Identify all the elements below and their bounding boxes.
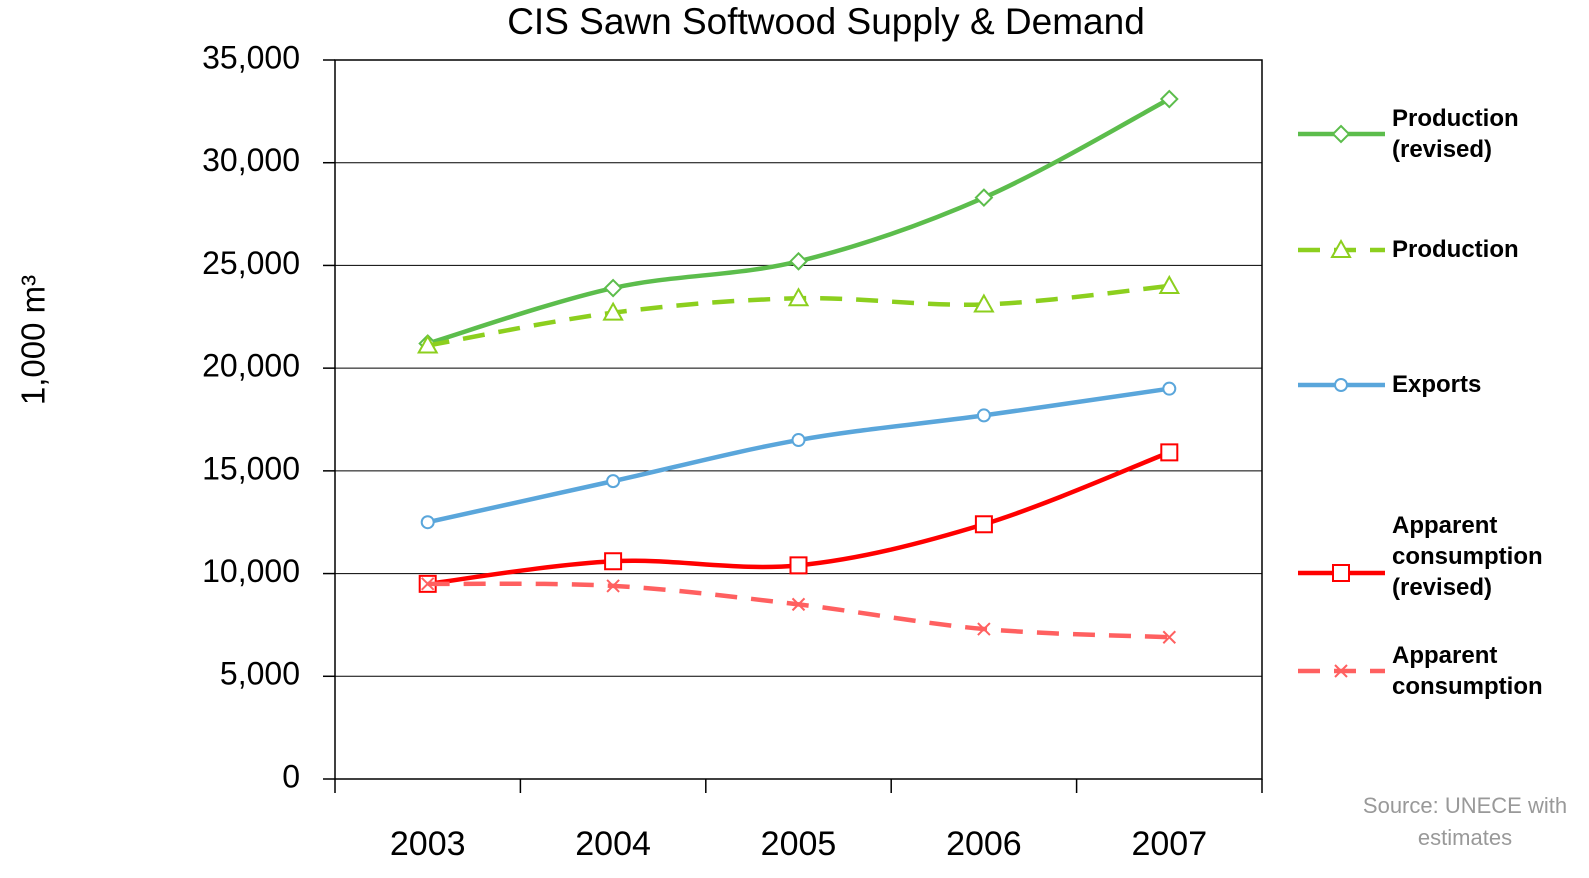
series-line bbox=[427, 97, 1171, 346]
marker bbox=[1160, 443, 1179, 462]
marker bbox=[1330, 238, 1352, 258]
marker bbox=[602, 301, 624, 321]
series-line bbox=[427, 581, 1170, 640]
marker bbox=[974, 188, 994, 208]
marker bbox=[974, 515, 993, 534]
marker bbox=[787, 287, 810, 307]
marker bbox=[1158, 274, 1181, 294]
y-tick-label: 10,000 bbox=[202, 553, 300, 589]
marker bbox=[977, 622, 991, 636]
marker bbox=[1334, 664, 1348, 678]
chart-title: CIS Sawn Softwood Supply & Demand bbox=[507, 1, 1145, 42]
legend-label: Apparent consumption bbox=[1392, 642, 1543, 700]
legend-label: Apparent consumption (revised) bbox=[1392, 512, 1543, 601]
legend-label: Exports bbox=[1392, 371, 1482, 398]
marker bbox=[606, 474, 621, 489]
legend-label: Production (revised) bbox=[1392, 105, 1519, 163]
marker bbox=[1334, 378, 1348, 392]
x-tick-label: 2004 bbox=[575, 825, 651, 863]
x-tick-label: 2003 bbox=[390, 825, 466, 863]
x-tick-label: 2007 bbox=[1131, 825, 1207, 863]
marker bbox=[976, 408, 991, 423]
y-tick-label: 15,000 bbox=[202, 450, 300, 486]
y-tick-label: 5,000 bbox=[220, 656, 300, 692]
y-tick-label: 30,000 bbox=[202, 142, 300, 178]
marker bbox=[789, 556, 808, 575]
source-note: Source: UNECE with estimates bbox=[1362, 793, 1568, 850]
marker bbox=[791, 433, 806, 448]
marker bbox=[604, 552, 623, 571]
x-tick-label: 2006 bbox=[946, 825, 1022, 863]
series-line bbox=[427, 386, 1170, 525]
marker bbox=[606, 579, 620, 593]
y-tick-label: 25,000 bbox=[202, 245, 300, 281]
marker bbox=[1159, 89, 1179, 109]
marker bbox=[791, 597, 806, 612]
y-tick-label: 35,000 bbox=[202, 39, 300, 75]
y-axis-label: 1,000 m³ bbox=[15, 275, 52, 405]
plot-border bbox=[334, 59, 1263, 780]
marker bbox=[973, 293, 995, 313]
marker bbox=[420, 577, 435, 591]
marker bbox=[420, 515, 435, 530]
marker bbox=[1162, 381, 1177, 396]
y-tick-label: 0 bbox=[282, 758, 300, 794]
marker bbox=[1332, 564, 1350, 582]
x-tick-label: 2005 bbox=[761, 825, 837, 863]
legend-label: Production bbox=[1392, 236, 1519, 263]
y-tick-label: 20,000 bbox=[202, 348, 300, 384]
marker bbox=[1331, 124, 1351, 144]
marker bbox=[789, 251, 808, 271]
marker bbox=[416, 334, 439, 354]
marker bbox=[1162, 630, 1177, 644]
marker bbox=[603, 278, 623, 298]
